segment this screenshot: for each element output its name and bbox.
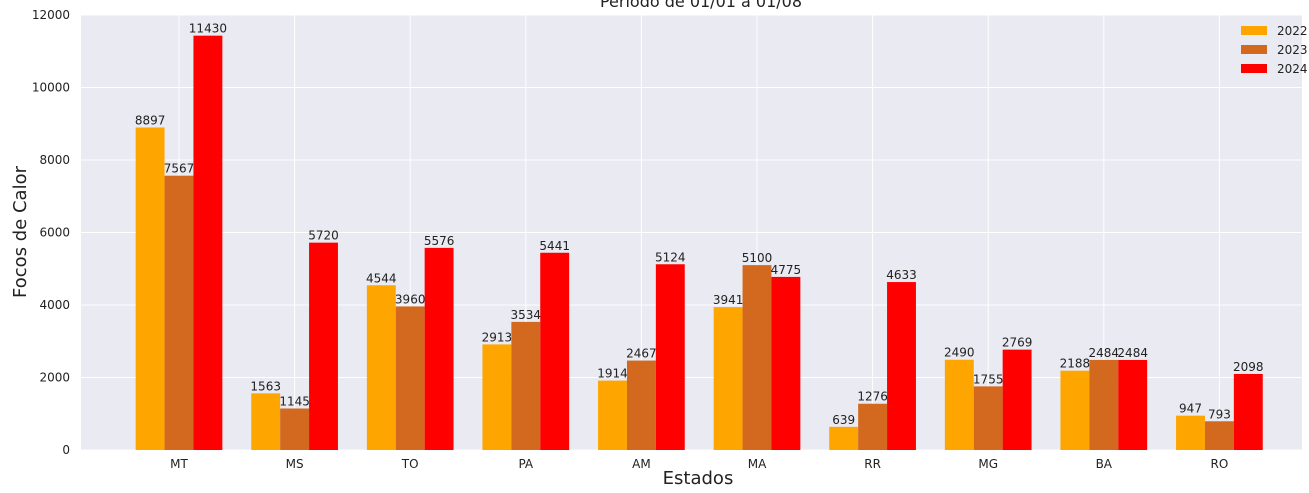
legend-label-2023: 2023 — [1277, 43, 1308, 57]
bar-value-label: 3941 — [713, 293, 744, 307]
x-tick-label: PA — [518, 457, 533, 471]
bar-value-label: 5576 — [424, 234, 455, 248]
bar-value-label: 639 — [832, 413, 855, 427]
bar-2024-MT — [193, 35, 223, 450]
y-axis-ticks: 0 2000 4000 6000 8000 10000 12000 — [32, 8, 70, 457]
bar-2024-MA — [771, 276, 801, 450]
bar-2024-AM — [655, 264, 685, 450]
x-tick-label: AM — [632, 457, 651, 471]
bar-2022-TO — [366, 285, 396, 450]
y-tick-label: 0 — [62, 443, 70, 457]
bar-2023-MG — [973, 386, 1003, 450]
bar-value-label: 2913 — [482, 330, 513, 344]
bar-value-label: 1914 — [597, 367, 628, 381]
bar-2024-RO — [1233, 373, 1263, 450]
bar-2022-MG — [944, 359, 974, 450]
bar-value-label: 4775 — [771, 263, 802, 277]
bar-value-label: 3534 — [511, 308, 542, 322]
bar-2022-RO — [1176, 415, 1205, 450]
bar-2023-PA — [511, 321, 541, 450]
bars — [135, 35, 1263, 451]
legend: 2022 2023 2024 — [1241, 24, 1308, 76]
bar-value-label: 5100 — [742, 251, 773, 265]
bar-value-label: 5720 — [308, 229, 339, 243]
bar-value-label: 11430 — [189, 22, 227, 36]
x-tick-label: MA — [748, 457, 767, 471]
bar-2022-MA — [713, 307, 743, 450]
bar-value-label: 3960 — [395, 292, 426, 306]
bar-2023-MA — [742, 265, 772, 450]
x-axis-ticks: MT MS TO PA AM MA RR MG BA RO — [170, 457, 1228, 471]
x-tick-label: MG — [978, 457, 998, 471]
bar-value-label: 2098 — [1233, 360, 1264, 374]
y-axis-title: Focos de Calor — [10, 165, 31, 298]
legend-swatch-2022 — [1241, 26, 1267, 35]
bar-2022-PA — [482, 344, 512, 450]
legend-swatch-2024 — [1241, 64, 1267, 73]
bar-value-label: 4633 — [886, 268, 917, 282]
bar-value-label: 947 — [1179, 402, 1202, 416]
bar-2023-BA — [1089, 359, 1119, 450]
bar-value-label: 7567 — [164, 162, 195, 176]
bar-value-label: 2467 — [626, 347, 657, 361]
legend-swatch-2023 — [1241, 45, 1267, 54]
bar-value-label: 1563 — [250, 379, 281, 393]
bar-2024-MS — [309, 242, 338, 450]
y-tick-label: 12000 — [32, 8, 70, 22]
bar-value-label: 793 — [1208, 407, 1231, 421]
chart-title: Período de 01/01 a 01/08 — [600, 0, 802, 11]
bar-2024-BA — [1118, 359, 1148, 450]
bar-2022-MS — [251, 393, 281, 450]
bar-value-label: 5124 — [655, 250, 686, 264]
bar-value-label: 1276 — [857, 390, 888, 404]
bar-value-label: 5441 — [539, 239, 570, 253]
bar-2022-BA — [1060, 370, 1090, 450]
bar-2023-RO — [1204, 421, 1234, 450]
bar-labels: 8897 1563 4544 2913 1914 3941 639 2490 2188 947 75… — [135, 22, 1264, 427]
y-tick-label: 2000 — [39, 371, 70, 385]
bar-value-label: 2490 — [944, 346, 975, 360]
bar-2022-MT — [135, 127, 165, 450]
bar-2022-RR — [829, 426, 859, 450]
bar-value-label: 1755 — [973, 372, 1004, 386]
x-tick-label: TO — [401, 457, 419, 471]
bar-2024-MG — [1002, 349, 1032, 450]
x-tick-label: BA — [1096, 457, 1113, 471]
bar-2023-AM — [626, 360, 656, 450]
bar-2024-TO — [424, 247, 454, 450]
x-tick-label: RR — [864, 457, 881, 471]
x-tick-label: MS — [286, 457, 304, 471]
y-tick-label: 6000 — [39, 226, 70, 240]
x-tick-label: RO — [1211, 457, 1229, 471]
bar-2023-TO — [395, 306, 425, 450]
bar-2022-AM — [598, 380, 627, 450]
bar-value-label: 2769 — [1002, 336, 1033, 350]
bar-value-label: 2484 — [1117, 346, 1148, 360]
bar-2023-RR — [858, 403, 888, 450]
y-tick-label: 10000 — [32, 81, 70, 95]
x-axis-title: Estados — [663, 468, 734, 489]
bar-2024-RR — [887, 282, 916, 450]
y-tick-label: 4000 — [39, 298, 70, 312]
bar-2023-MS — [280, 408, 310, 450]
bar-2023-MT — [164, 175, 194, 451]
bar-value-label: 4544 — [366, 271, 397, 285]
bar-value-label: 1145 — [279, 394, 310, 408]
bar-value-label: 8897 — [135, 113, 166, 127]
bar-value-label: 2188 — [1060, 357, 1091, 371]
legend-label-2024: 2024 — [1277, 62, 1308, 76]
x-tick-label: MT — [170, 457, 188, 471]
bar-2024-PA — [540, 252, 570, 450]
legend-label-2022: 2022 — [1277, 24, 1308, 38]
bar-value-label: 2484 — [1089, 346, 1120, 360]
y-tick-label: 8000 — [39, 153, 70, 167]
